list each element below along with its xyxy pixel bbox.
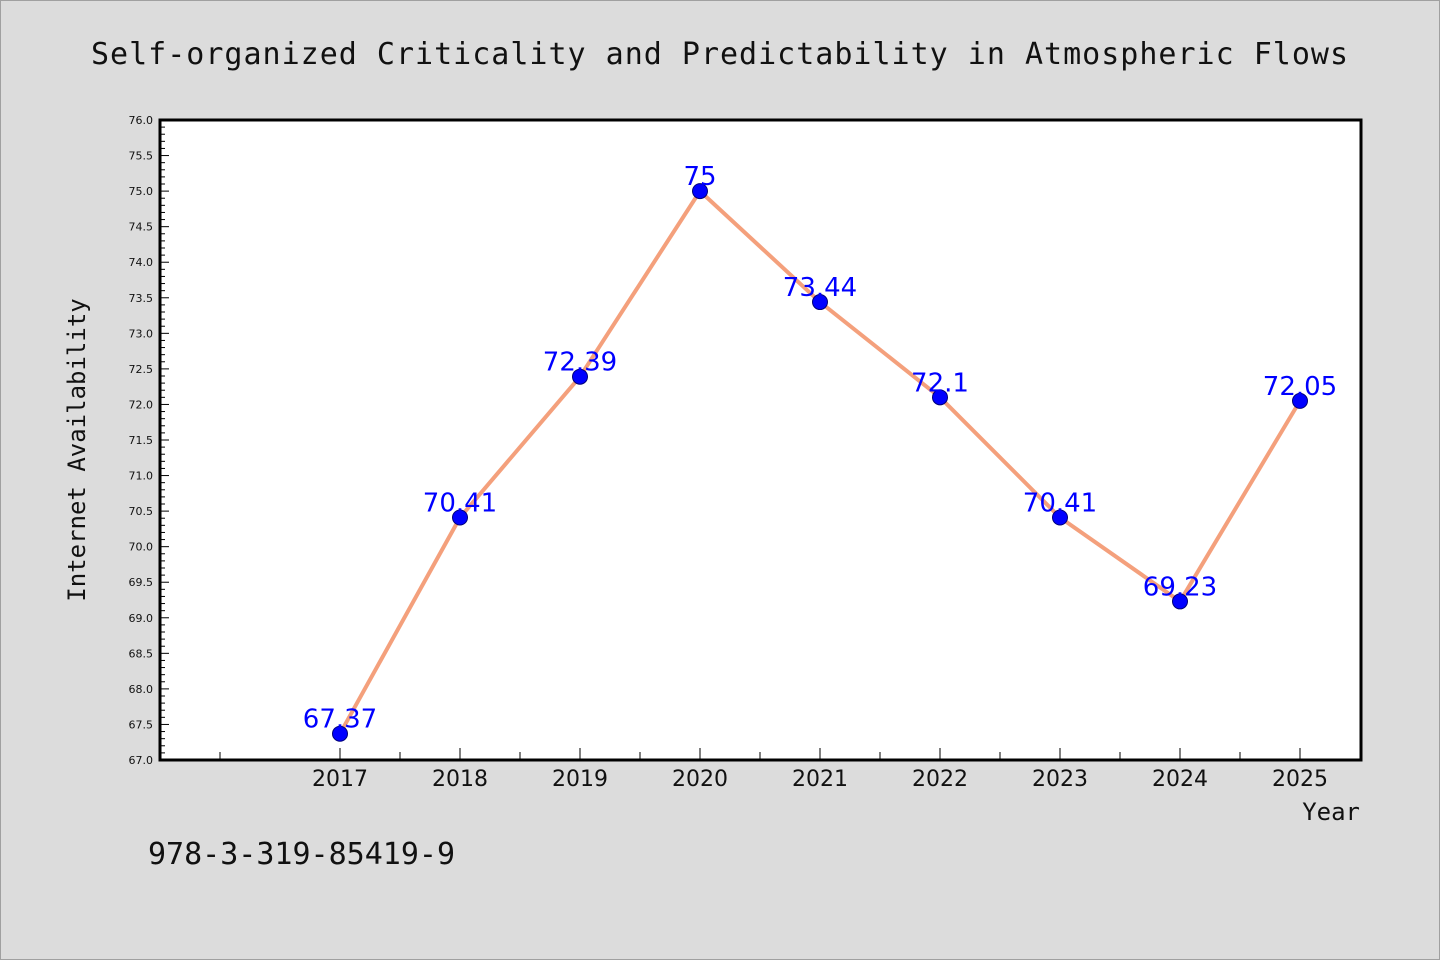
data-point bbox=[332, 725, 348, 742]
x-tick-label: 2023 bbox=[1032, 767, 1088, 792]
data-label: 69.23 bbox=[1143, 572, 1217, 602]
data-label: 72.05 bbox=[1263, 372, 1337, 402]
y-axis: 67.0 67.5 68.0 68.5 69.0 69.5 70.0 70.5 71.0 71.5… bbox=[129, 114, 169, 767]
plot-area bbox=[158, 118, 1363, 762]
data-label: 72.1 bbox=[911, 368, 969, 398]
y-tick-label: 71.0 bbox=[129, 470, 154, 483]
x-tick-label: 2018 bbox=[432, 767, 488, 792]
data-labels-group: 67.37 70.41 72.39 75 73.44 72.1 70.41 69.23 72.0… bbox=[303, 162, 1337, 735]
y-tick-label: 74.0 bbox=[129, 256, 154, 269]
chart-title: Self-organized Criticality and Predictab… bbox=[91, 37, 1349, 72]
x-tick-label: 2022 bbox=[912, 767, 968, 792]
x-tick-label: 2021 bbox=[792, 767, 848, 792]
y-tick-label: 69.0 bbox=[129, 612, 154, 625]
data-point bbox=[572, 368, 588, 385]
y-tick-label: 72.5 bbox=[129, 363, 154, 376]
data-label: 72.39 bbox=[543, 348, 617, 378]
y-tick-label: 73.0 bbox=[129, 327, 154, 340]
x-tick-label: 2024 bbox=[1152, 767, 1208, 792]
y-tick-label: 71.5 bbox=[129, 434, 154, 447]
data-point bbox=[1292, 392, 1308, 409]
y-tick-label: 72.0 bbox=[129, 398, 154, 411]
x-axis: 2017 2018 2019 2020 2021 2022 2023 2024 2025 bbox=[219, 748, 1361, 792]
x-axis-label: Year bbox=[1302, 798, 1360, 826]
data-label: 70.41 bbox=[1023, 489, 1097, 519]
y-tick-label: 76.0 bbox=[129, 114, 154, 127]
x-tick-label: 2017 bbox=[312, 767, 368, 792]
series-markers-group bbox=[332, 183, 1308, 742]
y-tick-label: 73.5 bbox=[129, 292, 154, 305]
data-point bbox=[1052, 509, 1068, 526]
y-tick-label: 67.5 bbox=[129, 718, 154, 731]
x-tick-label: 2020 bbox=[672, 767, 728, 792]
y-axis-label: Internet Availability bbox=[63, 298, 91, 601]
isbn-text: 978-3-319-85419-9 bbox=[148, 837, 455, 872]
data-label: 75 bbox=[683, 162, 716, 192]
y-tick-label: 68.0 bbox=[129, 683, 154, 696]
data-label: 73.44 bbox=[783, 273, 857, 303]
data-point bbox=[692, 183, 708, 200]
data-point bbox=[812, 294, 828, 311]
y-tick-label: 68.5 bbox=[129, 647, 154, 660]
y-tick-label: 75.5 bbox=[129, 150, 154, 163]
y-tick-label: 74.5 bbox=[129, 221, 154, 234]
x-tick-label: 2025 bbox=[1272, 767, 1328, 792]
data-point bbox=[1172, 593, 1188, 610]
x-tick-label: 2019 bbox=[552, 767, 608, 792]
y-tick-label: 75.0 bbox=[129, 185, 154, 198]
data-label: 67.37 bbox=[303, 705, 377, 735]
data-point bbox=[932, 389, 948, 406]
y-tick-label: 70.5 bbox=[129, 505, 154, 518]
y-tick-label: 67.0 bbox=[129, 754, 154, 767]
data-label: 70.41 bbox=[423, 489, 497, 519]
y-tick-label: 69.5 bbox=[129, 576, 154, 589]
y-tick-label: 70.0 bbox=[129, 541, 154, 554]
data-point bbox=[452, 509, 468, 526]
